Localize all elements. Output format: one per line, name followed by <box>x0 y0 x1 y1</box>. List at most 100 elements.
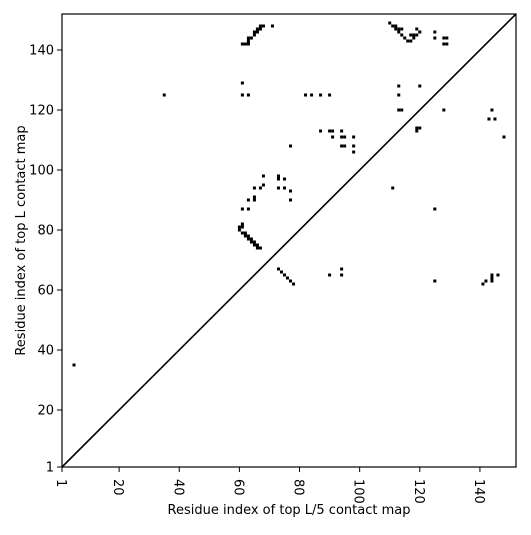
contact-point <box>249 36 253 40</box>
x-tick-label: 100 <box>351 479 366 504</box>
contact-point <box>415 27 419 31</box>
contact-point <box>340 267 344 271</box>
contact-point <box>252 30 256 34</box>
contact-point <box>442 42 446 46</box>
contact-point <box>246 36 250 40</box>
x-tick-label: 120 <box>411 479 426 504</box>
contact-point <box>403 36 407 40</box>
contact-point <box>243 231 247 235</box>
contact-point <box>255 246 259 250</box>
contact-point <box>310 93 314 97</box>
contact-point <box>388 21 392 25</box>
contact-point <box>237 228 241 232</box>
contact-point <box>282 177 286 181</box>
contact-point <box>240 42 244 46</box>
x-axis-label: Residue index of top L/5 contact map <box>168 503 411 518</box>
contact-point <box>490 276 494 280</box>
contact-point <box>240 207 244 211</box>
contact-point <box>249 237 253 241</box>
contact-point <box>433 207 437 211</box>
contact-point <box>276 177 280 181</box>
contact-point <box>391 24 395 28</box>
contact-point <box>289 144 293 148</box>
contact-point <box>276 186 280 190</box>
contact-point <box>249 240 253 244</box>
contact-point <box>261 24 265 28</box>
contact-point <box>394 27 398 31</box>
contact-point <box>328 273 332 277</box>
contact-point <box>490 279 494 283</box>
contact-point <box>276 174 280 178</box>
plot-frame <box>61 13 517 468</box>
contact-point <box>240 225 244 229</box>
y-tick-label: 120 <box>29 104 54 119</box>
contact-point <box>415 33 419 37</box>
y-tick-label: 140 <box>29 44 54 59</box>
contact-point <box>352 144 356 148</box>
contact-point <box>397 93 401 97</box>
contact-point <box>240 222 244 226</box>
contact-point <box>352 150 356 154</box>
contact-point <box>415 126 419 130</box>
x-tick-label: 20 <box>110 479 125 496</box>
contact-point <box>252 240 256 244</box>
contact-point <box>397 108 401 112</box>
contact-point <box>255 30 259 34</box>
y-tick-label: 20 <box>37 404 54 419</box>
contact-point <box>331 129 335 133</box>
x-tick-label: 1 <box>53 479 68 487</box>
y-tick-label: 100 <box>29 164 54 179</box>
contact-point <box>490 108 494 112</box>
contact-point <box>490 273 494 277</box>
contact-point <box>445 42 449 46</box>
contact-point <box>481 282 485 286</box>
contact-point <box>433 30 437 34</box>
contact-point <box>261 174 265 178</box>
contact-point <box>246 42 250 46</box>
contact-point <box>418 126 422 130</box>
contact-point <box>484 279 488 283</box>
contact-point <box>328 93 332 97</box>
contact-point <box>258 246 262 250</box>
contact-point <box>328 129 332 133</box>
x-tick-label: 40 <box>170 479 185 496</box>
contact-point <box>340 144 344 148</box>
contact-point <box>285 276 289 280</box>
contact-point <box>252 186 256 190</box>
contact-point <box>415 129 419 133</box>
contact-point <box>258 27 262 31</box>
contact-point <box>258 186 262 190</box>
contact-point <box>502 135 506 139</box>
x-tick-label: 60 <box>230 479 245 496</box>
contact-point <box>279 270 283 274</box>
contact-point <box>331 135 335 139</box>
contact-point <box>397 30 401 34</box>
contact-point <box>343 144 347 148</box>
contact-point <box>340 273 344 277</box>
plot-marks <box>61 13 517 468</box>
contact-point <box>445 36 449 40</box>
diagonal-line <box>61 13 517 468</box>
contact-point <box>400 27 404 31</box>
contact-point <box>304 93 308 97</box>
contact-point <box>255 27 259 31</box>
contact-point <box>394 24 398 28</box>
contact-point <box>252 195 256 199</box>
contact-point <box>240 231 244 235</box>
contact-point <box>496 273 500 277</box>
contact-point <box>282 273 286 277</box>
contact-point <box>276 267 280 271</box>
y-tick-label: 80 <box>37 224 54 239</box>
contact-point <box>252 33 256 37</box>
contact-point <box>258 24 262 28</box>
contact-point <box>340 135 344 139</box>
y-tick-label: 60 <box>37 284 54 299</box>
contact-point <box>252 198 256 202</box>
contact-point <box>319 93 323 97</box>
contact-point <box>397 27 401 31</box>
contact-point <box>261 183 265 187</box>
x-tick-label: 140 <box>471 479 486 504</box>
contact-point <box>412 33 416 37</box>
